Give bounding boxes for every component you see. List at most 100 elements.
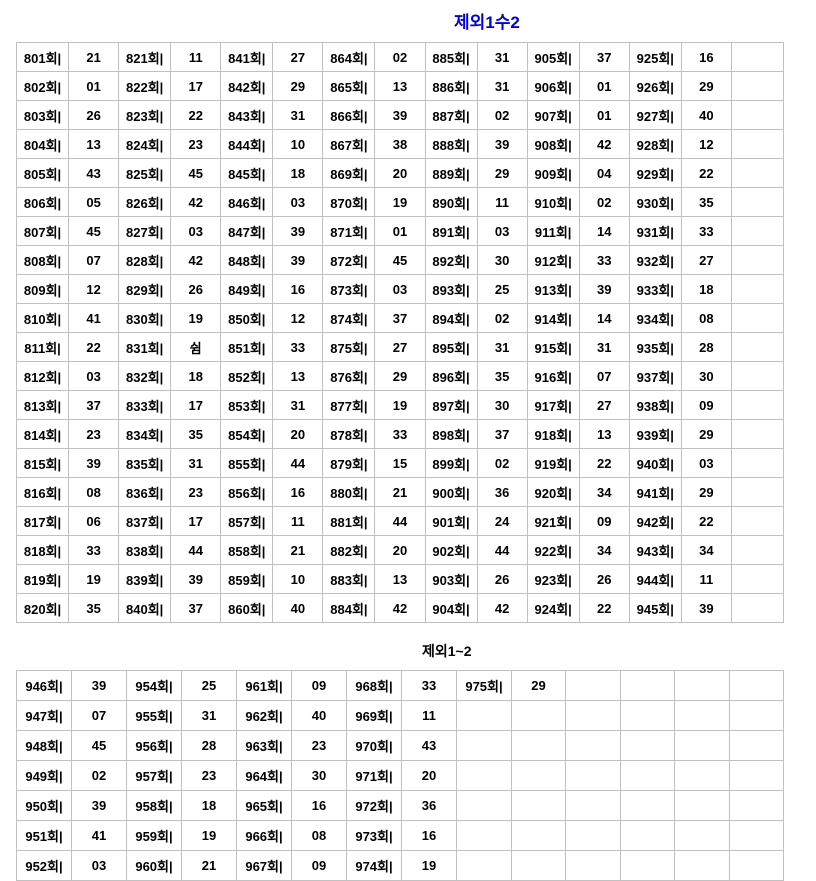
- round-cell: 873회|: [322, 274, 376, 304]
- value-cell: 31: [170, 448, 222, 478]
- round-cell: 965회|: [236, 790, 292, 821]
- value-cell: 45: [374, 245, 426, 275]
- value-cell: 쉼: [170, 332, 222, 362]
- round-cell: 804회|: [15, 129, 70, 159]
- empty-cell: [730, 332, 785, 362]
- exclusion-table-801-945: 801회| 21 821회| 11 841회| 27 864회| 02 885회| 31 905회|…: [15, 42, 785, 623]
- round-cell: 857회|: [220, 506, 274, 536]
- round-cell: 869회|: [322, 158, 376, 188]
- table-row: 951회| 41 959회| 19 966회| 08 973회| 16: [16, 820, 784, 851]
- value-cell: 22: [680, 158, 732, 188]
- table-row: 950회| 39 958회| 18 965회| 16 972회| 36: [16, 790, 784, 821]
- table-row: 948회| 45 956회| 28 963회| 23 970회| 43: [16, 730, 784, 761]
- round-cell: 858회|: [220, 535, 274, 565]
- table-row: 812회| 03 832회| 18 852회| 13 876회| 29 896회| 35 916회|…: [15, 361, 785, 391]
- round-cell: 888회|: [424, 129, 478, 159]
- round-cell: 837회|: [118, 506, 172, 536]
- value-cell: 40: [680, 100, 732, 130]
- value-cell: 11: [170, 42, 222, 72]
- empty-cell: [511, 790, 566, 821]
- empty-cell: [729, 790, 784, 821]
- value-cell: 26: [476, 564, 528, 594]
- empty-cell: [456, 790, 512, 821]
- round-cell: 826회|: [118, 187, 172, 217]
- round-cell: 813회|: [15, 390, 70, 420]
- round-cell: 911회|: [526, 216, 580, 246]
- round-cell: 937회|: [628, 361, 682, 391]
- round-cell: 907회|: [526, 100, 580, 130]
- value-cell: 39: [71, 790, 127, 821]
- value-cell: 39: [578, 274, 630, 304]
- value-cell: 01: [578, 100, 630, 130]
- round-cell: 823회|: [118, 100, 172, 130]
- round-cell: 913회|: [526, 274, 580, 304]
- value-cell: 09: [291, 670, 347, 701]
- round-cell: 843회|: [220, 100, 274, 130]
- round-cell: 908회|: [526, 129, 580, 159]
- table-row: 811회| 22 831회| 쉼 851회| 33 875회| 27 895회| 31 915회| 3…: [15, 332, 785, 362]
- round-cell: 828회|: [118, 245, 172, 275]
- value-cell: 33: [68, 535, 120, 565]
- round-cell: 922회|: [526, 535, 580, 565]
- value-cell: 12: [272, 303, 324, 333]
- empty-cell: [729, 700, 784, 731]
- value-cell: 19: [68, 564, 120, 594]
- value-cell: 28: [680, 332, 732, 362]
- empty-cell: [730, 216, 785, 246]
- value-cell: 02: [71, 760, 127, 791]
- round-cell: 955회|: [126, 700, 182, 731]
- table-row: 818회| 33 838회| 44 858회| 21 882회| 20 902회| 44 922회|…: [15, 535, 785, 565]
- value-cell: 22: [170, 100, 222, 130]
- empty-cell: [565, 850, 621, 881]
- value-cell: 39: [374, 100, 426, 130]
- value-cell: 11: [680, 564, 732, 594]
- round-cell: 810회|: [15, 303, 70, 333]
- value-cell: 31: [272, 390, 324, 420]
- value-cell: 13: [272, 361, 324, 391]
- round-cell: 824회|: [118, 129, 172, 159]
- value-cell: 26: [68, 100, 120, 130]
- round-cell: 877회|: [322, 390, 376, 420]
- round-cell: 819회|: [15, 564, 70, 594]
- table-row: 807회| 45 827회| 03 847회| 39 871회| 01 891회| 03 911회|…: [15, 216, 785, 246]
- empty-cell: [730, 245, 785, 275]
- round-cell: 847회|: [220, 216, 274, 246]
- value-cell: 37: [374, 303, 426, 333]
- round-cell: 902회|: [424, 535, 478, 565]
- round-cell: 831회|: [118, 332, 172, 362]
- round-cell: 815회|: [15, 448, 70, 478]
- empty-cell: [511, 730, 566, 761]
- value-cell: 13: [374, 564, 426, 594]
- round-cell: 973회|: [346, 820, 402, 851]
- round-cell: 880회|: [322, 477, 376, 507]
- value-cell: 35: [476, 361, 528, 391]
- round-cell: 912회|: [526, 245, 580, 275]
- empty-cell: [730, 361, 785, 391]
- value-cell: 10: [272, 129, 324, 159]
- round-cell: 924회|: [526, 593, 580, 623]
- round-cell: 844회|: [220, 129, 274, 159]
- round-cell: 964회|: [236, 760, 292, 791]
- round-cell: 910회|: [526, 187, 580, 217]
- round-cell: 833회|: [118, 390, 172, 420]
- round-cell: 948회|: [16, 730, 72, 761]
- empty-cell: [511, 760, 566, 791]
- value-cell: 30: [476, 390, 528, 420]
- table-row: 815회| 39 835회| 31 855회| 44 879회| 15 899회| 02 919회|…: [15, 448, 785, 478]
- value-cell: 44: [170, 535, 222, 565]
- value-cell: 44: [374, 506, 426, 536]
- value-cell: 43: [401, 730, 457, 761]
- value-cell: 43: [68, 158, 120, 188]
- table-row: 806회| 05 826회| 42 846회| 03 870회| 19 890회| 11 910회|…: [15, 187, 785, 217]
- value-cell: 37: [476, 419, 528, 449]
- value-cell: 23: [170, 477, 222, 507]
- round-cell: 918회|: [526, 419, 580, 449]
- value-cell: 21: [68, 42, 120, 72]
- empty-cell: [674, 670, 730, 701]
- round-cell: 896회|: [424, 361, 478, 391]
- round-cell: 943회|: [628, 535, 682, 565]
- round-cell: 884회|: [322, 593, 376, 623]
- round-cell: 883회|: [322, 564, 376, 594]
- empty-cell: [456, 850, 512, 881]
- round-cell: 898회|: [424, 419, 478, 449]
